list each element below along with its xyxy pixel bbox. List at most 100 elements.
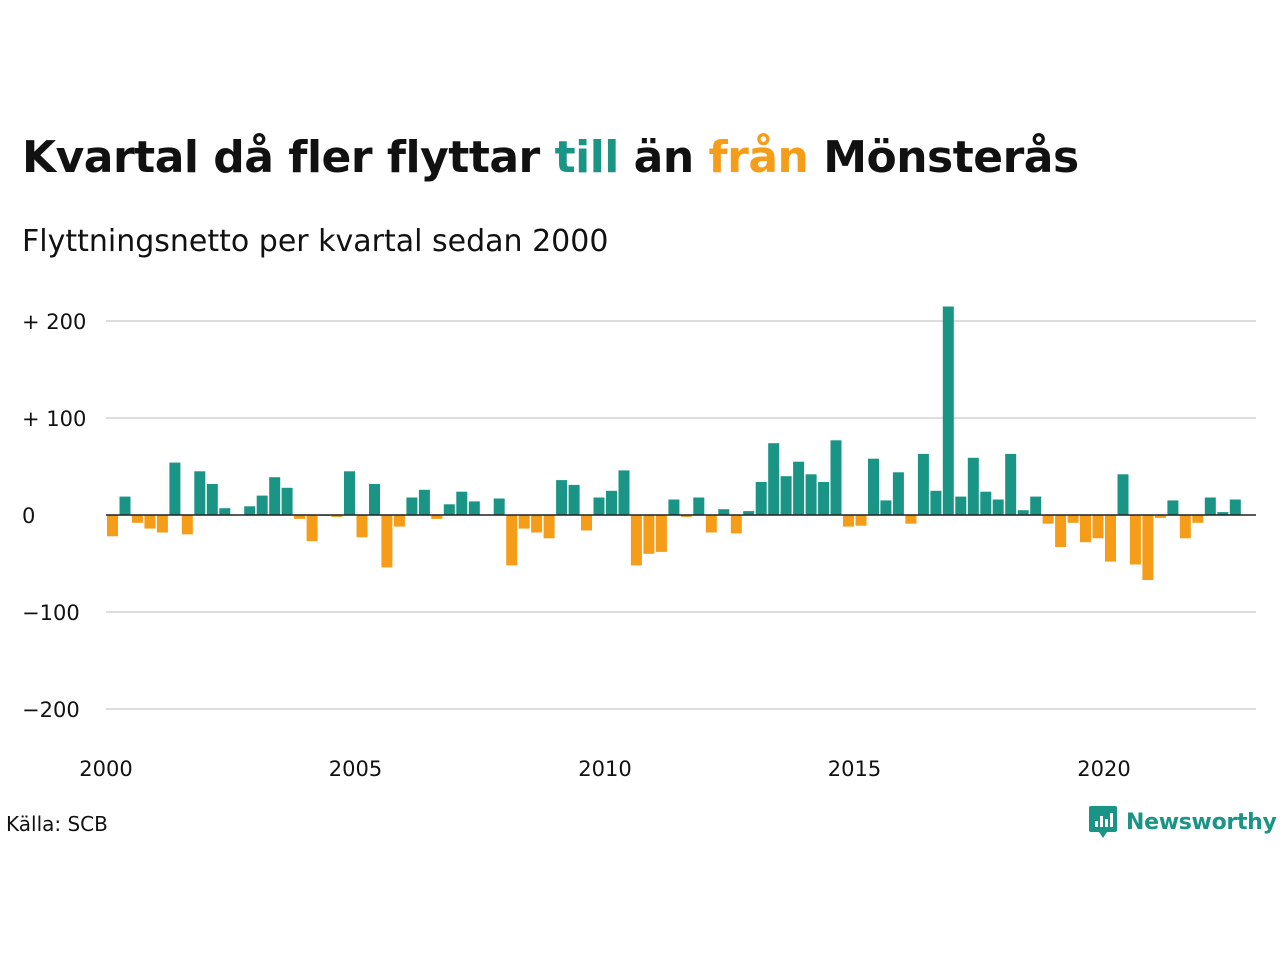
bar xyxy=(930,490,942,516)
bar xyxy=(618,470,630,515)
bar xyxy=(606,490,617,516)
bar xyxy=(780,476,792,515)
bars xyxy=(107,306,1241,580)
bar xyxy=(980,491,992,515)
bar xyxy=(568,484,580,515)
bar xyxy=(655,515,667,552)
x-tick-label: 2005 xyxy=(329,757,382,781)
bar xyxy=(718,509,730,515)
bar xyxy=(1055,515,1067,547)
x-tick-label: 2000 xyxy=(79,757,132,781)
bar xyxy=(967,457,979,515)
bar xyxy=(393,515,405,527)
bar xyxy=(518,515,530,529)
bar xyxy=(406,497,418,515)
bar xyxy=(156,515,168,533)
bar xyxy=(1179,515,1191,539)
bar xyxy=(755,482,767,515)
bar xyxy=(693,497,705,515)
bar xyxy=(306,515,318,542)
bar xyxy=(955,496,967,515)
bar xyxy=(1217,512,1229,515)
bar xyxy=(593,497,605,515)
x-tick-label: 2010 xyxy=(578,757,631,781)
bar xyxy=(269,477,281,515)
bar xyxy=(194,471,206,515)
bar xyxy=(830,440,842,515)
bar xyxy=(1017,510,1029,515)
bar xyxy=(131,515,143,523)
chart-title: Kvartal då fler flyttar till än från Mön… xyxy=(22,132,1079,183)
bar xyxy=(443,504,455,515)
bar xyxy=(294,515,306,519)
bar xyxy=(1092,515,1104,539)
newsworthy-logo-icon xyxy=(1089,806,1117,838)
bar xyxy=(543,515,555,539)
bar xyxy=(369,484,380,515)
bar xyxy=(768,443,780,515)
logo-text: Newsworthy xyxy=(1126,809,1277,835)
gridlines xyxy=(106,320,1256,710)
bar xyxy=(493,498,505,515)
bar xyxy=(556,480,568,515)
bar xyxy=(1229,499,1241,515)
bar xyxy=(730,515,742,534)
bar xyxy=(181,515,193,535)
bar xyxy=(219,508,231,515)
bar xyxy=(917,453,929,515)
bar xyxy=(356,515,368,538)
bar xyxy=(1067,515,1079,523)
bar xyxy=(344,471,355,515)
bar xyxy=(892,472,904,515)
x-tick-label: 2020 xyxy=(1077,757,1130,781)
bar xyxy=(705,515,717,533)
bar xyxy=(743,511,755,515)
bar xyxy=(244,506,256,515)
bar xyxy=(331,515,343,517)
bar xyxy=(169,462,181,515)
bar xyxy=(1154,515,1166,518)
bar xyxy=(1030,496,1042,515)
bar xyxy=(793,461,805,515)
bar-chart: + 200 + 100 0 −100 −200 2000 2005 2010 2015 2020 xyxy=(22,306,1256,781)
bar xyxy=(643,515,655,554)
bar xyxy=(468,501,480,515)
bar xyxy=(506,515,518,566)
bar xyxy=(1105,515,1116,562)
chart-subtitle: Flyttningsnetto per kvartal sedan 2000 xyxy=(22,224,609,259)
bar xyxy=(992,499,1004,515)
bar xyxy=(119,496,131,515)
bar xyxy=(107,515,118,537)
bar xyxy=(1080,515,1091,543)
bar xyxy=(256,495,268,515)
bar xyxy=(630,515,642,566)
bar xyxy=(1204,497,1216,515)
bar xyxy=(805,474,817,515)
y-tick-label: + 200 xyxy=(22,310,86,334)
bar xyxy=(1129,515,1141,565)
bar xyxy=(1005,453,1017,515)
bar xyxy=(431,515,443,519)
bar xyxy=(942,306,954,515)
bar xyxy=(868,458,879,515)
bar xyxy=(206,484,218,515)
y-tick-label: −200 xyxy=(22,698,80,722)
title-text-start: Kvartal då fler flyttar xyxy=(22,132,555,183)
x-tick-label: 2015 xyxy=(828,757,881,781)
bar xyxy=(381,515,393,568)
bar xyxy=(1042,515,1054,524)
bar xyxy=(581,515,592,531)
bar xyxy=(1167,500,1179,515)
bar xyxy=(1117,474,1129,515)
newsworthy-logo: Newsworthy xyxy=(1088,804,1277,840)
bar xyxy=(880,500,892,515)
axes: + 200 + 100 0 −100 −200 2000 2005 2010 2015 2020 xyxy=(22,310,1256,781)
source-note: Källa: SCB xyxy=(6,812,108,836)
bar xyxy=(456,491,468,515)
bar xyxy=(144,515,156,529)
bar xyxy=(668,499,680,515)
y-tick-label: −100 xyxy=(22,601,80,625)
title-word-till: till xyxy=(554,132,620,183)
bar xyxy=(818,482,830,515)
title-word-fran: från xyxy=(708,132,809,183)
